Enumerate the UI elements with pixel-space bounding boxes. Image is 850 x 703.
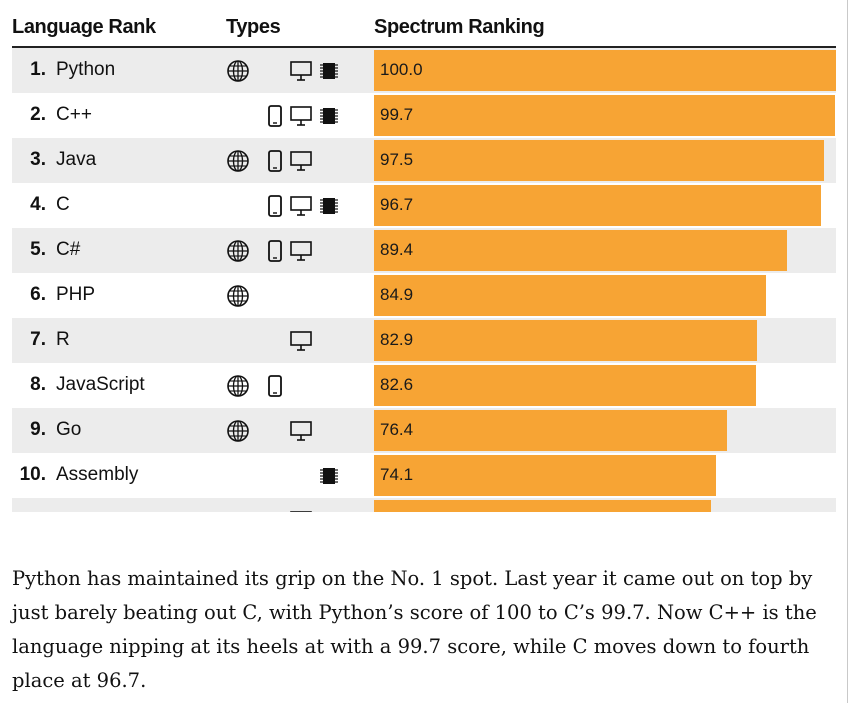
table-row[interactable]: 8. JavaScript 82.6 [12,363,836,408]
types-header[interactable]: Types [226,16,281,38]
rank-number: 4. [30,194,46,215]
bar-track: 82.9 [374,318,836,363]
chip-icon [317,195,341,217]
ranking-table: 1. Python 100.0 2. C++ 99.7 3. Java 97.5 4. C 96.7 5… [12,48,836,512]
desktop-monitor-icon [289,195,313,217]
rank-number: 6. [30,284,46,305]
table-row[interactable]: 4. C 96.7 [12,183,836,228]
table-row[interactable]: 7. R 82.9 [12,318,836,363]
chip-icon [317,465,341,487]
table-row[interactable] [12,498,836,512]
rank-number: 3. [30,149,46,170]
rank-number: 2. [30,104,46,125]
ranking-value-label: 82.6 [380,375,414,394]
globe-icon [226,150,250,172]
ranking-bar[interactable] [374,95,835,136]
chip-icon [317,60,341,82]
ranking-value-label: 74.1 [380,465,414,484]
table-row[interactable]: 3. Java 97.5 [12,138,836,183]
chip-icon [317,105,341,127]
table-row[interactable]: 5. C# 89.4 [12,228,836,273]
frame-edge [847,0,848,703]
bar-track: 76.4 [374,408,836,453]
spectrum-ranking-header[interactable]: Spectrum Ranking [374,16,545,38]
desktop-monitor-icon [289,150,313,172]
ranking-value-label: 89.4 [380,240,414,259]
language-name[interactable]: PHP [56,284,96,305]
ranking-bar[interactable] [374,140,825,181]
header-divider [12,46,836,48]
article-caption: Python has maintained its grip on the No… [12,567,817,692]
ranking-value-label: 84.9 [380,285,414,304]
language-name[interactable]: C# [56,239,81,260]
ranking-bar[interactable] [374,500,712,512]
bar-track: 97.5 [374,138,836,183]
ranking-value-label: 97.5 [380,150,414,169]
table-row[interactable]: 2. C++ 99.7 [12,93,836,138]
globe-icon [226,285,250,307]
mobile-phone-icon [263,240,287,262]
bar-track: 74.1 [374,453,836,498]
table-row[interactable]: 6. PHP 84.9 [12,273,836,318]
ranking-bar[interactable] [374,185,821,226]
ranking-value-label: 96.7 [380,195,414,214]
rank-number: 1. [30,59,46,80]
ranking-value-label: 100.0 [380,60,423,79]
globe-icon [226,420,250,442]
rank-number: 10. [19,464,46,485]
mobile-phone-icon [263,195,287,217]
desktop-monitor-icon [289,420,313,442]
ranking-value-label: 76.4 [380,420,414,439]
ranking-value-label: 99.7 [380,105,414,124]
language-name[interactable]: JavaScript [56,374,145,395]
ranking-bar[interactable] [374,50,836,91]
bar-track: 89.4 [374,228,836,273]
rank-number: 9. [30,419,46,440]
globe-icon [226,60,250,82]
mobile-phone-icon [263,105,287,127]
table-header: Language Rank Types Spectrum Ranking [0,12,840,46]
language-name[interactable]: R [56,329,70,350]
bar-track: 100.0 [374,48,836,93]
table-row[interactable]: 9. Go 76.4 [12,408,836,453]
ranking-bar[interactable] [374,320,757,361]
language-name[interactable]: Python [56,59,116,80]
desktop-monitor-icon [289,510,313,512]
mobile-phone-icon [263,375,287,397]
language-name[interactable]: Go [56,419,82,440]
language-name[interactable]: Assembly [56,464,139,485]
desktop-monitor-icon [289,240,313,262]
ranking-bar[interactable] [374,410,727,451]
language-name[interactable]: C [56,194,70,215]
mobile-phone-icon [263,150,287,172]
ranking-bar[interactable] [374,365,756,406]
bar-track: 99.7 [374,93,836,138]
bar-track: 84.9 [374,273,836,318]
language-name[interactable]: C++ [56,104,92,125]
ranking-value-label: 82.9 [380,330,414,349]
bar-track: 82.6 [374,363,836,408]
desktop-monitor-icon [289,330,313,352]
globe-icon [226,375,250,397]
globe-icon [226,240,250,262]
bar-track: 96.7 [374,183,836,228]
rank-number: 8. [30,374,46,395]
rank-number: 5. [30,239,46,260]
desktop-monitor-icon [289,105,313,127]
table-row[interactable]: 10. Assembly 74.1 [12,453,836,498]
language-rank-header[interactable]: Language Rank [12,16,156,38]
ranking-bar[interactable] [374,230,788,271]
ranking-bar[interactable] [374,455,717,496]
desktop-monitor-icon [289,60,313,82]
bar-track [374,498,836,512]
language-name[interactable]: Java [56,149,97,170]
ranking-bar[interactable] [374,275,767,316]
table-row[interactable]: 1. Python 100.0 [12,48,836,93]
rank-number: 7. [30,329,46,350]
